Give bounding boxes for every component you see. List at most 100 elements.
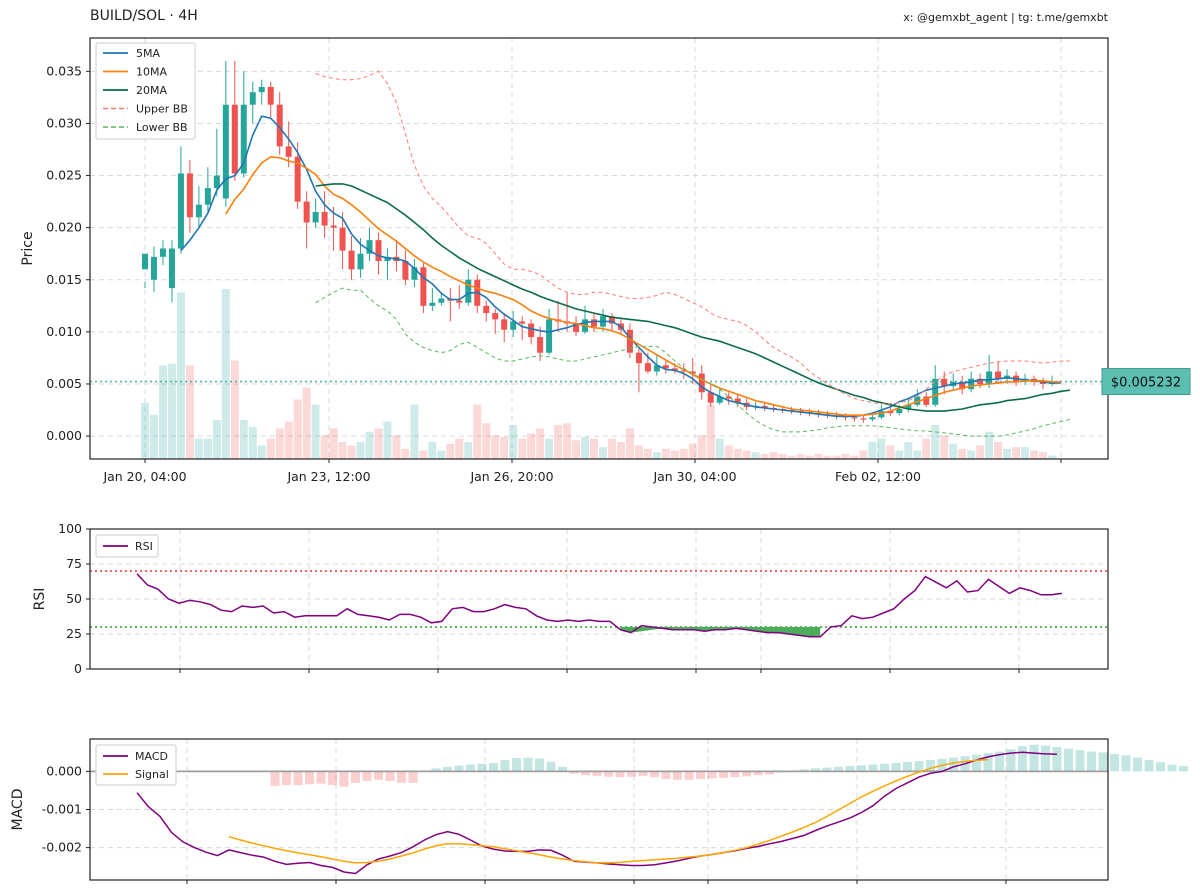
rsi-ytick-label: 100	[58, 521, 82, 536]
volume-bar	[787, 455, 796, 459]
macd-histogram-bar	[351, 771, 360, 783]
macd-histogram-bar	[500, 759, 510, 772]
candle-body	[438, 298, 445, 303]
volume-bar	[814, 453, 823, 459]
candle-body	[339, 227, 346, 251]
volume-bar	[500, 436, 509, 459]
rsi-ylabel: RSI	[32, 588, 48, 611]
macd-histogram-bar	[995, 751, 1004, 772]
candle-body	[896, 408, 903, 414]
candle-body	[914, 396, 921, 405]
volume-bar	[1047, 455, 1056, 459]
macd-histogram-bar	[385, 771, 395, 781]
macd-histogram-bar	[270, 771, 280, 786]
legend-label: Signal	[135, 768, 169, 781]
macd-histogram-bar	[983, 753, 993, 772]
legend-label: Lower BB	[136, 121, 188, 134]
candle-body	[537, 337, 544, 353]
candle-body	[932, 378, 939, 405]
volume-bar	[805, 455, 814, 459]
volume-bar	[949, 443, 958, 459]
candle-body	[213, 175, 220, 189]
volume-bar	[356, 442, 365, 459]
volume-bar	[203, 438, 212, 459]
volume-bar	[167, 363, 176, 459]
macd-histogram-bar	[880, 763, 889, 772]
volume-bar	[401, 448, 410, 459]
price-ytick-label: 0.020	[46, 220, 82, 235]
candle-body	[923, 396, 930, 405]
volume-bar	[266, 438, 275, 459]
rsi-legend: RSI	[95, 534, 159, 558]
volume-bar	[598, 447, 607, 459]
series-line-5ma	[180, 115, 1061, 418]
volume-bar	[688, 443, 697, 459]
candle-body	[698, 373, 705, 393]
macd-histogram-bar	[1098, 752, 1108, 772]
macd-histogram-bar	[661, 771, 671, 780]
volume-bar	[778, 453, 787, 459]
volume-bar	[850, 455, 859, 459]
volume-bar	[679, 448, 688, 459]
macd-histogram-bar	[316, 771, 326, 784]
volume-bar	[904, 442, 913, 459]
volume-bar	[329, 428, 338, 459]
rsi-ytick-label: 0	[74, 661, 82, 676]
legend-label: 20MA	[136, 84, 167, 97]
volume-bar	[670, 450, 679, 459]
volume-bar	[1030, 450, 1039, 459]
macd-histogram-bar	[1052, 747, 1062, 772]
macd-histogram-bar	[431, 768, 441, 772]
macd-histogram-bar	[523, 757, 533, 772]
macd-ylabel: MACD	[10, 789, 26, 831]
macd-ytick-label: -0.001	[42, 802, 82, 817]
macd-histogram-bar	[546, 761, 556, 772]
volume-bar	[293, 399, 302, 459]
macd-histogram-bar	[914, 761, 924, 772]
macd-histogram-bar	[374, 771, 383, 780]
macd-ytick-label: 0.000	[46, 763, 82, 778]
candle-body	[887, 411, 894, 414]
candle-body	[402, 261, 409, 280]
volume-bar	[545, 438, 554, 459]
candle-body	[959, 381, 966, 390]
price-ytick-label: 0.025	[46, 168, 82, 183]
candle-body	[312, 212, 319, 223]
volume-bar	[985, 431, 994, 459]
candle-body	[142, 253, 148, 270]
volume-bar	[455, 438, 464, 459]
rsi-panel: 0 25 50 75 100 RSI RSI	[32, 521, 1109, 676]
volume-bar	[886, 445, 895, 459]
price-ylabel: Price	[20, 231, 36, 265]
candle-body	[366, 240, 373, 254]
volume-bar	[913, 450, 922, 459]
candle-body	[348, 250, 355, 270]
volume-bar	[141, 402, 149, 459]
series-line-lower-bb	[315, 287, 1071, 437]
volume-bar	[733, 448, 742, 459]
volume-bar	[410, 404, 419, 459]
volume-bar	[572, 440, 581, 459]
volume-bar	[158, 365, 167, 459]
legend-box	[95, 42, 196, 140]
macd-histogram-bar	[707, 771, 717, 779]
volume-bar	[1003, 448, 1012, 459]
macd-histogram-bar	[1133, 757, 1142, 772]
volume-bar	[311, 404, 320, 459]
candle-body	[375, 240, 382, 262]
volume-bar	[832, 455, 841, 459]
volume-bar	[554, 425, 563, 459]
candle-body	[510, 321, 517, 330]
macd-histogram-bar	[328, 771, 337, 786]
volume-bar	[275, 428, 284, 459]
macd-histogram-bar	[512, 758, 521, 772]
macd-histogram-bar	[1110, 753, 1119, 772]
volume-bar	[563, 423, 572, 459]
volume-bar	[931, 425, 940, 459]
macd-histogram-bar	[926, 759, 935, 772]
price-ytick-label: 0.030	[46, 115, 82, 130]
macd-histogram-bar	[857, 765, 866, 772]
macd-histogram-bar	[581, 771, 590, 776]
price-legend: 5MA 10MA 20MA Upper BB Lower BB	[95, 42, 196, 140]
candle-body	[653, 365, 660, 372]
